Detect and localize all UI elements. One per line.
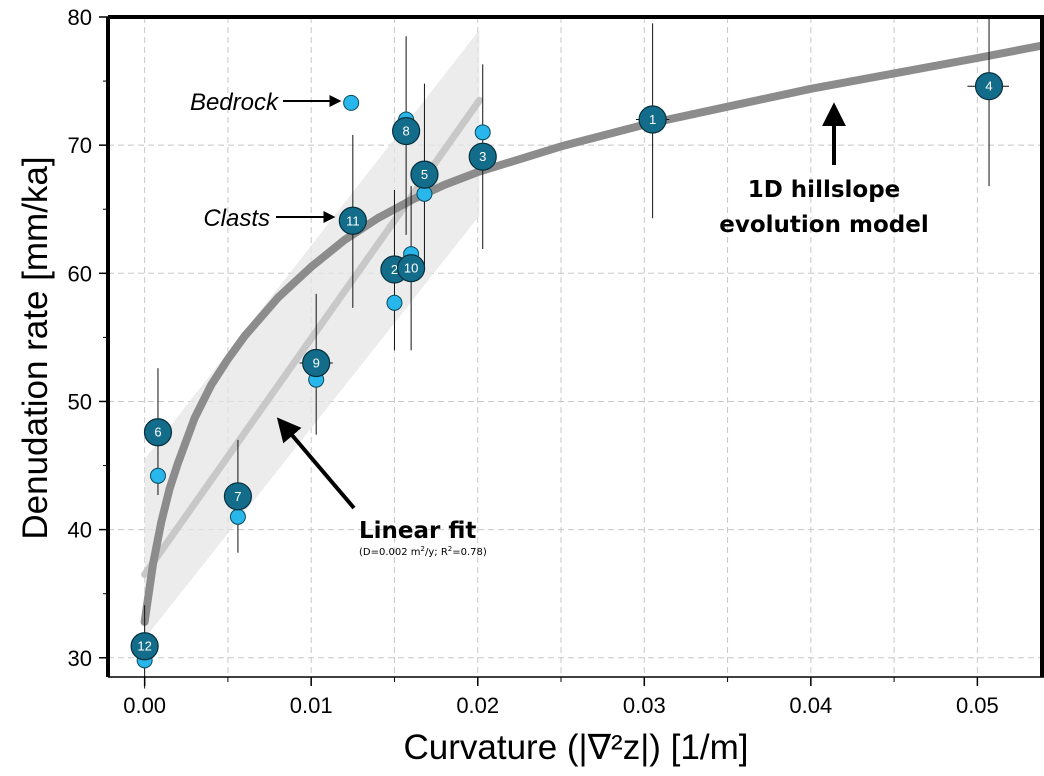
model-annotation-line2: evolution model [719,212,928,238]
clast-point [392,116,421,146]
clast-point [638,105,667,134]
clast-point [130,632,159,661]
clast-point-label: 5 [421,167,428,182]
clast-point-label: 6 [154,425,161,440]
bedrock-point [343,94,360,111]
y-tick-label: 50 [68,389,92,414]
clast-point [302,348,331,378]
clasts-annotation: Clasts [203,205,270,232]
clast-point-label: 7 [234,489,241,504]
clast-point [468,142,497,171]
clast-point [410,160,439,189]
model-annotation-line1: 1D hillslope [748,177,901,203]
bedrock-point [386,294,403,311]
clast-point [143,418,173,447]
x-tick-label: 0.05 [956,693,999,718]
clast-point-label: 8 [403,124,410,139]
clast-point-label: 10 [404,261,418,276]
x-tick-label: 0.03 [623,693,666,718]
clast-point-label: 1 [649,112,656,127]
clast-point-label: 2 [391,262,398,277]
clast-point [397,254,426,283]
y-axis-title: Denudation rate [mm/ka] [16,156,55,539]
y-tick-label: 60 [68,261,92,286]
hillslope-model-curve [140,41,1044,626]
bedrock-point [149,467,166,484]
y-tick-label: 70 [68,133,92,158]
clast-point-label: 11 [346,213,360,228]
y-tick-label: 30 [68,646,92,671]
y-tick-label: 80 [68,5,92,30]
x-tick-label: 0.02 [456,693,499,718]
x-tick-label: 0.00 [123,693,166,718]
ticks-layer: 0.00 0.01 0.02 0.03 0.04 0.05 30 40 50 60 70 80 [68,5,999,718]
linear-fit-arrow [276,417,356,510]
bedrock-annotation: Bedrock [190,89,280,116]
clast-point [223,482,253,511]
clast-point-label: 9 [313,356,320,371]
bedrock-point [229,508,246,525]
clast-point-label: 12 [137,639,151,654]
x-tick-label: 0.01 [290,693,333,718]
x-axis-title: Curvature (|∇²z|) [1/m] [404,728,749,767]
linear-fit-annotation: Linear fit [359,518,476,544]
x-tick-label: 0.04 [789,693,832,718]
plot-frame-layer [106,15,1044,678]
y-tick-label: 40 [68,518,92,543]
bedrock-point [474,124,491,141]
linear-fit-detail: (D=0.002 m2/y; R2=0.78) [359,545,487,558]
clast-point [338,206,367,235]
clast-point [974,72,1004,101]
clast-point-label: 4 [985,79,992,94]
clast-point-label: 3 [479,149,486,164]
